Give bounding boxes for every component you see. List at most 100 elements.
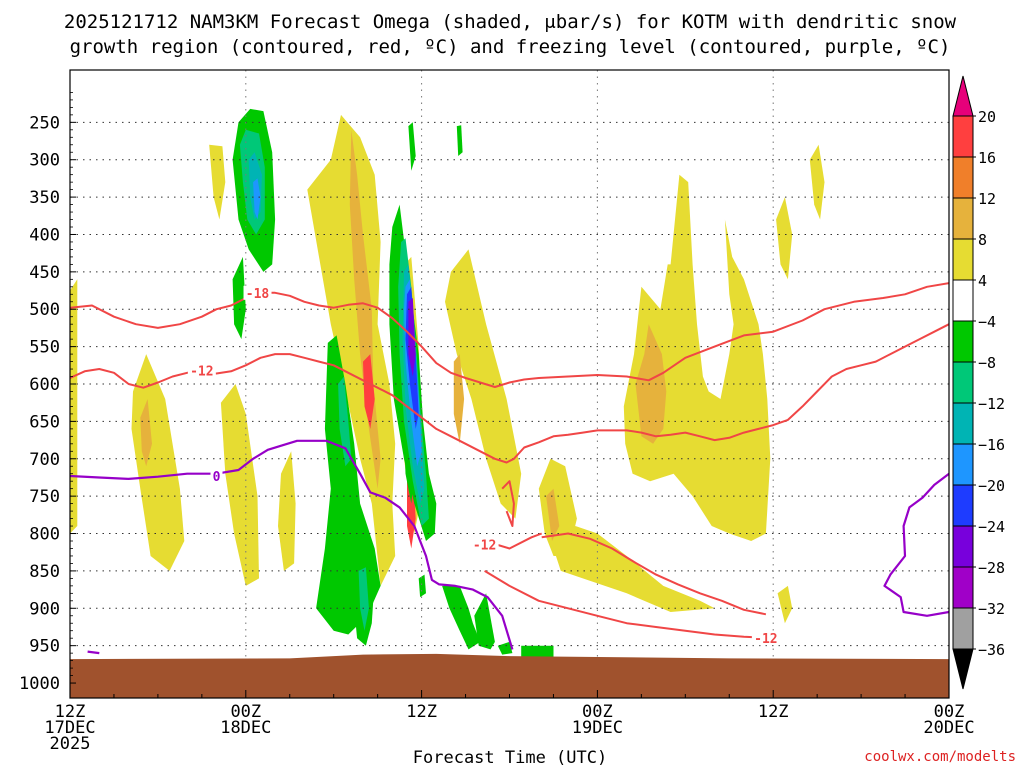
y-tick-label: 400 [29, 225, 60, 245]
y-tick-label: 750 [29, 487, 60, 507]
grid-lines [70, 70, 949, 698]
y-tick-label: 450 [29, 263, 60, 283]
contour-label-bg [243, 285, 272, 300]
y-tick-label: 950 [29, 637, 60, 657]
credit-text: coolwx.com/modelts [864, 749, 1016, 765]
colorbar-swatch [952, 443, 974, 486]
colorbar-swatch [952, 197, 974, 240]
omega-region [623, 174, 771, 541]
y-tick-label: 800 [29, 525, 60, 545]
colorbar-swatch [952, 361, 974, 404]
omega-region [418, 574, 426, 598]
omega-region [538, 458, 577, 556]
x-tick-label: 12Z [758, 702, 789, 722]
dgz-contour [70, 282, 949, 388]
omega-region [546, 488, 560, 541]
colorbar-swatch [952, 156, 974, 199]
colorbar-swatch [952, 238, 974, 281]
x-tick-label: 17DEC [44, 718, 95, 738]
omega-region [553, 526, 715, 612]
y-tick-label: 850 [29, 562, 60, 582]
x-tick-label: 19DEC [572, 718, 623, 738]
omega-region [442, 585, 481, 650]
freezing-contour [87, 650, 100, 655]
x-tick-label: 12Z [55, 702, 86, 722]
colorbar-label: −24 [978, 518, 1005, 536]
y-tick-label: 250 [29, 113, 60, 133]
omega-region [497, 641, 513, 655]
contour-label: -12 [190, 365, 213, 380]
colorbar-label: 20 [978, 108, 996, 126]
dendritic-growth-contours [70, 282, 949, 640]
omega-region [358, 567, 369, 631]
contour-label-bg [751, 631, 780, 646]
y-tick-label: 600 [29, 375, 60, 395]
colorbar-label: −36 [978, 641, 1005, 659]
omega-region [777, 585, 793, 624]
plot-area [70, 70, 949, 698]
omega-region [278, 451, 296, 571]
colorbar-swatch [952, 648, 974, 690]
colorbar-label: −4 [978, 313, 996, 331]
x-tick-label: 12Z [406, 702, 437, 722]
omega-region [809, 144, 825, 220]
omega-region [232, 256, 246, 340]
dgz-contour [70, 323, 949, 464]
contour-label: -12 [754, 632, 777, 647]
omega-shading-layer [70, 108, 825, 661]
omega-region [635, 324, 667, 444]
omega-region [338, 376, 352, 467]
omega-region [408, 122, 416, 171]
y-tick-label: 350 [29, 188, 60, 208]
contour-label-bg [470, 537, 499, 552]
y-tick-label: 1000 [19, 674, 60, 694]
freezing-contour [883, 472, 949, 617]
colorbar-swatch [952, 320, 974, 363]
x-tick-label: 00Z [230, 702, 261, 722]
y-tick-label: 650 [29, 412, 60, 432]
y-axis-pressure: 250 300 350 400 450 500 550 600 650 700 750 800 850 9… [19, 92, 76, 694]
contour-label: -18 [246, 287, 270, 302]
x-axis-label: Forecast Time (UTC) [413, 748, 607, 768]
colorbar-label: −8 [978, 354, 996, 372]
y-tick-label: 900 [29, 599, 60, 619]
contour-label: -12 [473, 539, 496, 554]
contour-label-bg [210, 468, 223, 483]
colorbar-swatch [952, 484, 974, 527]
omega-region [220, 384, 259, 586]
colorbar-label: −28 [978, 559, 1005, 577]
omega-region [209, 144, 226, 220]
y-tick-label: 700 [29, 450, 60, 470]
omega-region [474, 593, 495, 650]
colorbar-swatch [952, 525, 974, 568]
colorbar-label: 16 [978, 149, 996, 167]
x-tick-label: 2025 [50, 734, 91, 754]
y-tick-label: 500 [29, 300, 60, 320]
colorbar-label: 8 [978, 231, 987, 249]
colorbar: 20 16 12 8 4 −4 −8 −12 −16 −20 −24 −28 −32 −36 [952, 75, 1005, 690]
colorbar-label: 4 [978, 272, 987, 290]
contour-label: 0 [213, 470, 221, 485]
colorbar-label: −12 [978, 395, 1005, 413]
y-tick-label: 300 [29, 151, 60, 171]
contour-labels: -18 -12 -12 -12 0 [187, 285, 780, 647]
chart-title-line1: 2025121712 NAM3KM Forecast Omega (shaded… [64, 11, 957, 33]
colorbar-swatch [952, 607, 974, 650]
omega-region [253, 178, 261, 220]
x-tick-label: 18DEC [220, 718, 271, 738]
x-tick-label: 00Z [934, 702, 965, 722]
colorbar-swatch [952, 566, 974, 609]
colorbar-label: −20 [978, 477, 1005, 495]
chart-title-line2: growth region (contoured, red, ºC) and f… [70, 36, 951, 58]
contour-label-bg [187, 363, 216, 378]
terrain-band [70, 653, 949, 698]
colorbar-label: 12 [978, 190, 996, 208]
omega-region [776, 197, 793, 280]
colorbar-swatch [952, 402, 974, 445]
colorbar-swatch [952, 115, 974, 158]
y-tick-label: 550 [29, 338, 60, 358]
dgz-contour [541, 532, 767, 616]
freezing-contour [70, 439, 514, 650]
